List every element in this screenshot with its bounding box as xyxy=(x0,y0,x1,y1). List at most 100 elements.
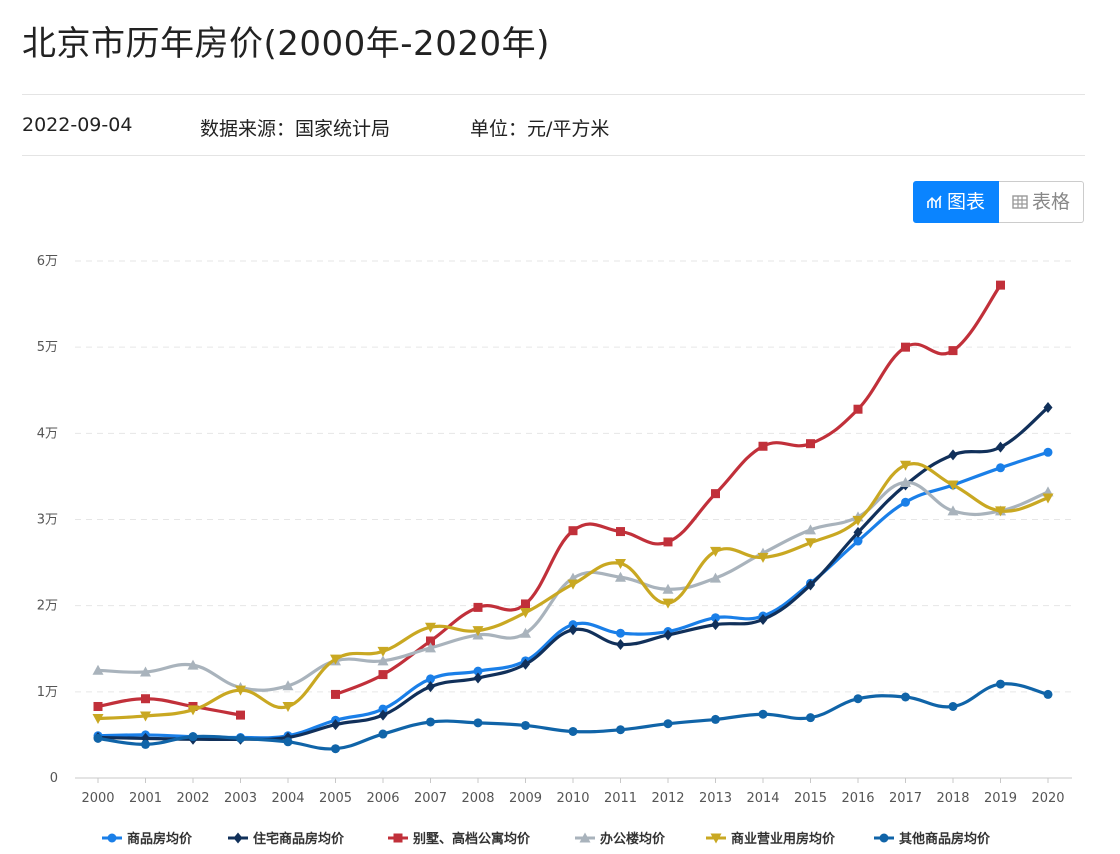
data-point xyxy=(996,463,1005,473)
data-point xyxy=(853,694,863,704)
data-point xyxy=(521,720,530,730)
legend-item-3: 办公楼均价 xyxy=(575,831,666,847)
legend-swatch-marker xyxy=(579,832,591,843)
legend-swatch-marker xyxy=(393,833,403,843)
x-tick-label: 2017 xyxy=(889,791,922,806)
data-point xyxy=(616,527,625,537)
legend-label: 别墅、高档公寓均价 xyxy=(412,831,531,847)
data-point xyxy=(615,571,626,582)
data-point xyxy=(141,694,150,704)
legend-item-0: 商品房均价 xyxy=(102,831,193,847)
data-point xyxy=(378,729,388,739)
legend-label: 商品房均价 xyxy=(127,831,193,847)
x-tick-label: 2012 xyxy=(651,791,684,806)
publish-date: 2022-09-04 xyxy=(22,114,133,136)
data-point xyxy=(187,705,199,716)
data-point xyxy=(758,613,768,625)
y-tick-label: 5万 xyxy=(37,340,58,355)
data-point xyxy=(425,642,436,653)
view-toggle: 图表 表格 xyxy=(913,181,1085,223)
chart-view-button[interactable]: 图表 xyxy=(913,181,1000,223)
series-layer xyxy=(92,280,1054,754)
data-point xyxy=(331,719,340,731)
data-point xyxy=(141,739,150,749)
table-view-label: 表格 xyxy=(1032,191,1071,213)
data-point xyxy=(93,733,103,743)
data-point xyxy=(948,346,958,356)
x-tick-label: 2000 xyxy=(81,791,114,806)
data-point xyxy=(568,526,578,536)
series-2 xyxy=(93,280,1005,720)
legend-item-2: 别墅、高档公寓均价 xyxy=(388,831,531,847)
x-tick-label: 2008 xyxy=(461,791,494,806)
data-point xyxy=(282,680,294,691)
data-point xyxy=(330,654,341,665)
data-point xyxy=(853,536,863,546)
data-point xyxy=(472,626,484,637)
y-tick-label: 0 xyxy=(50,771,58,786)
data-point xyxy=(615,558,626,569)
legend-swatch-marker xyxy=(107,833,117,843)
data-point xyxy=(520,627,531,638)
data-point xyxy=(996,441,1005,453)
data-point xyxy=(616,725,625,735)
data-point xyxy=(900,476,911,487)
data-point xyxy=(806,439,815,449)
legend-label: 其他商品房均价 xyxy=(899,831,991,847)
x-tick-label: 2002 xyxy=(176,791,209,806)
table-view-button[interactable]: 表格 xyxy=(999,181,1085,223)
data-point xyxy=(331,689,340,699)
meta-divider xyxy=(22,155,1085,156)
data-point xyxy=(521,599,530,609)
legend-item-5: 其他商品房均价 xyxy=(874,831,991,847)
data-point xyxy=(948,701,958,711)
data-point xyxy=(711,714,720,724)
data-point xyxy=(521,658,530,670)
legend-label: 商业营业用房均价 xyxy=(731,831,836,847)
x-tick-label: 2011 xyxy=(604,791,637,806)
series-5 xyxy=(93,679,1053,754)
data-point xyxy=(852,515,864,526)
data-point xyxy=(567,579,579,590)
series-4 xyxy=(92,460,1054,725)
data-source: 数据来源：国家统计局 xyxy=(200,118,391,140)
legend: 商品房均价 住宅商品房均价 别墅、高档公寓均价 办公楼均价 商业营业用房均价 其他商品房均… xyxy=(102,831,991,847)
line-chart-icon xyxy=(927,195,942,208)
data-point xyxy=(901,692,910,702)
data-point xyxy=(757,552,769,563)
x-tick-label: 2003 xyxy=(224,791,257,806)
data-point xyxy=(853,526,863,538)
data-point xyxy=(901,497,910,507)
data-point xyxy=(235,685,246,696)
data-point xyxy=(140,711,151,722)
data-point xyxy=(568,726,578,736)
data-point xyxy=(426,674,435,684)
data-point xyxy=(282,701,294,712)
data-point xyxy=(663,537,673,547)
data-point xyxy=(1043,401,1053,413)
data-point xyxy=(947,505,959,516)
data-point xyxy=(853,404,863,414)
data-point xyxy=(616,638,625,650)
data-point xyxy=(663,719,673,729)
data-point xyxy=(996,280,1005,290)
data-point xyxy=(995,506,1006,517)
y-tick-label: 2万 xyxy=(37,599,58,614)
data-point xyxy=(662,598,674,609)
x-tick-label: 2001 xyxy=(129,791,162,806)
data-point xyxy=(1042,493,1054,504)
header-divider xyxy=(22,94,1085,95)
data-point xyxy=(663,629,673,641)
series-line xyxy=(97,697,241,717)
data-point xyxy=(188,732,198,742)
axis-layer: 0 1万 2万 3万 4万 5万 6万 2000 2001 2002 2003 2004 2005 200… xyxy=(37,254,1072,806)
data-point xyxy=(948,449,958,461)
data-point xyxy=(947,480,959,491)
y-tick-label: 6万 xyxy=(37,254,58,269)
data-point xyxy=(806,713,815,723)
data-point xyxy=(710,572,721,583)
data-point xyxy=(92,714,104,725)
data-point xyxy=(236,710,245,720)
data-point xyxy=(378,709,388,721)
